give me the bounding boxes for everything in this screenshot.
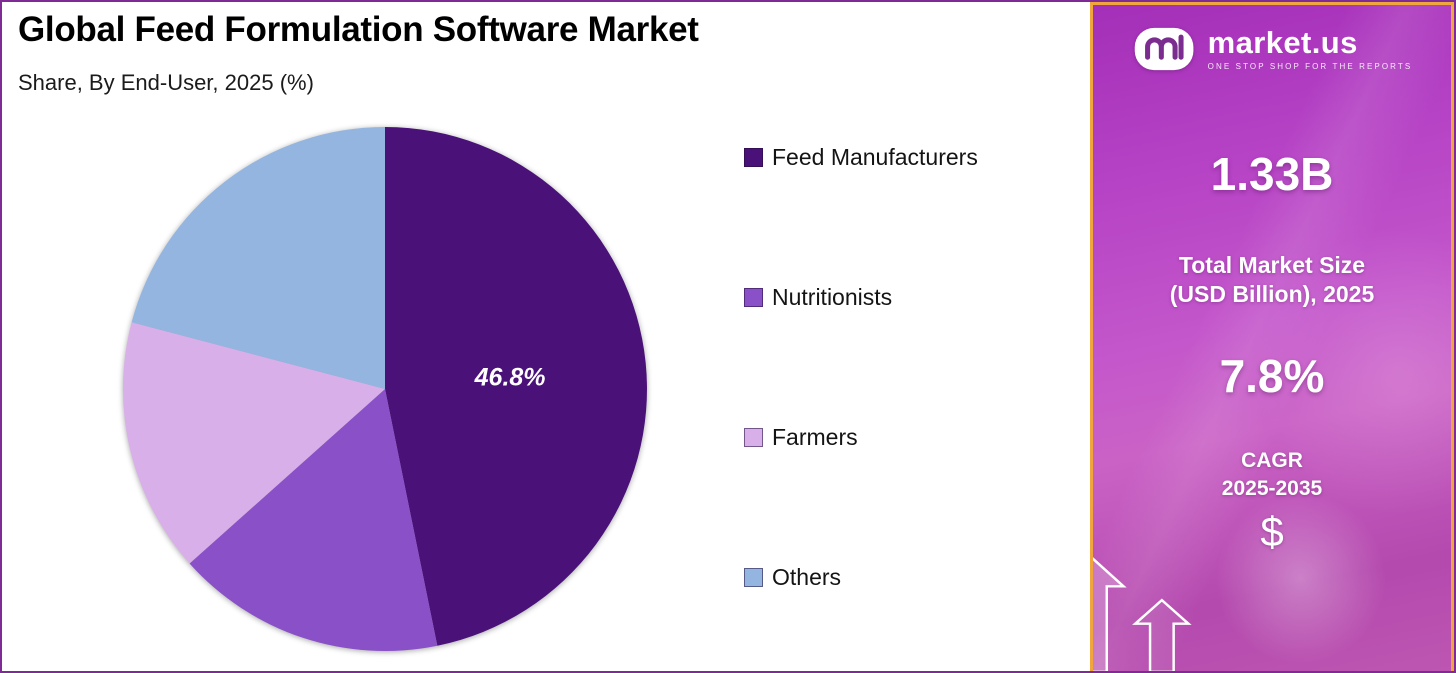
- market-size-label-line2: (USD Billion), 2025: [1169, 281, 1375, 307]
- legend-label: Farmers: [772, 424, 858, 450]
- brand-name: market.us: [1207, 25, 1358, 60]
- legend-label: Nutritionists: [772, 284, 893, 310]
- legend-swatch: [744, 147, 763, 167]
- chart-subtitle: Share, By End-User, 2025 (%): [18, 70, 314, 95]
- chart-legend: Feed Manufacturers Nutritionists Farmers Ot…: [744, 142, 978, 592]
- cagr-label-line2: 2025-2035: [1221, 477, 1323, 500]
- brand-text: market.us ONE STOP SHOP FOR THE REPORTS: [1207, 25, 1413, 72]
- market-size-label: Total Market Size (USD Billion), 2025: [1093, 251, 1451, 309]
- brand-logo: market.us ONE STOP SHOP FOR THE REPORTS: [1093, 23, 1451, 75]
- growth-arrow-right-icon: [1132, 598, 1192, 671]
- legend-swatch: [744, 567, 763, 587]
- pie-data-label: 46.8%: [474, 363, 546, 391]
- legend-swatch: [744, 287, 763, 307]
- pie-slice-nutritionists: [189, 389, 438, 651]
- cagr-label-line1: CAGR: [1241, 449, 1303, 472]
- legend-label: Others: [772, 564, 842, 590]
- chart-area: Global Feed Formulation Software Market …: [2, 2, 1090, 671]
- marketus-logo-icon: [1134, 27, 1194, 71]
- cagr-label: CAGR 2025-2035: [1093, 447, 1451, 503]
- legend-label: Feed Manufacturers: [772, 144, 978, 170]
- pie-slice-farmers: [123, 322, 385, 564]
- brand-panel: market.us ONE STOP SHOP FOR THE REPORTS …: [1090, 2, 1454, 671]
- legend-item-farmers: Farmers: [744, 422, 978, 452]
- growth-arrows-icon: [1093, 557, 1192, 671]
- legend-item-others: Others: [744, 562, 978, 592]
- market-size-value: 1.33B: [1210, 148, 1334, 200]
- cagr-value: 7.8%: [1219, 350, 1325, 402]
- pie-slice-feed-manufacturers: [385, 127, 647, 646]
- pie-chart: 46.8%: [123, 127, 647, 651]
- chart-title: Global Feed Formulation Software Market: [18, 10, 699, 49]
- legend-swatch: [744, 427, 763, 447]
- pie-slice-others: [131, 127, 385, 389]
- growth-arrow-middle-icon: [1093, 557, 1127, 671]
- legend-item-nutritionists: Nutritionists: [744, 282, 978, 312]
- brand-tagline: ONE STOP SHOP FOR THE REPORTS: [1207, 62, 1413, 71]
- market-size-label-line1: Total Market Size: [1178, 252, 1366, 278]
- dollar-symbol: $: [1260, 508, 1284, 555]
- legend-item-feed-manufacturers: Feed Manufacturers: [744, 142, 978, 172]
